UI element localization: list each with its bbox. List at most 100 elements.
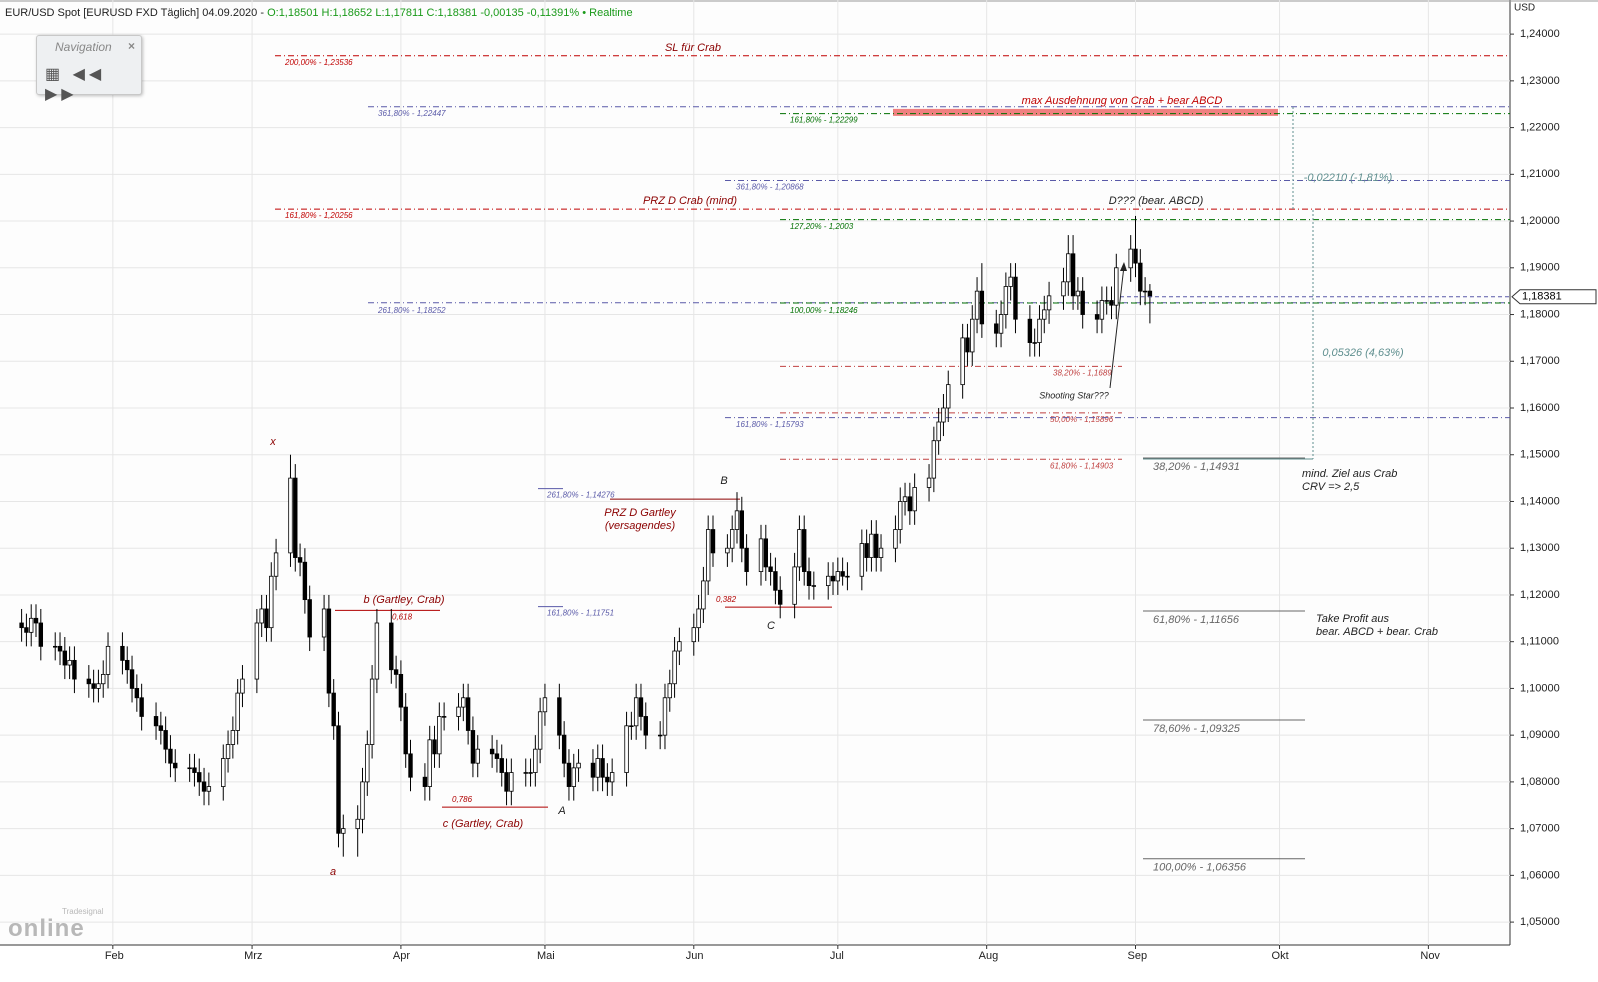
y-tick-label: 1,24000 [1520, 28, 1560, 40]
level-label: 50,00% - 1,15896 [1050, 415, 1114, 424]
arrow-head [1120, 262, 1127, 271]
annotation: x [269, 436, 276, 448]
candle-body [326, 608, 332, 694]
y-tick-label: 1,11000 [1520, 636, 1559, 648]
y-tick-label: 1,12000 [1520, 589, 1560, 601]
candle-body [129, 669, 135, 689]
level-label: 361,80% - 1,22447 [378, 109, 446, 118]
candle-body [240, 678, 245, 694]
header: EUR/USD Spot [EURUSD FXD Täglich] 04.09.… [5, 7, 633, 19]
candle-body [566, 762, 572, 787]
candle-body [24, 627, 29, 633]
candle-body [456, 706, 461, 717]
extension-band [893, 108, 1278, 116]
candle-body [1008, 276, 1013, 287]
candle-body [864, 543, 869, 558]
candle-body [537, 711, 543, 750]
candle-body [437, 716, 442, 755]
candle-body [633, 697, 639, 727]
navigation-title: Navigation [55, 40, 112, 54]
candle-body [125, 659, 130, 671]
candle-body [441, 716, 447, 718]
candle-body [609, 772, 615, 783]
level-label: 161,80% - 1,11751 [547, 609, 614, 618]
candle-body [470, 730, 476, 764]
candle-body [1128, 248, 1133, 269]
candle-body [533, 748, 538, 773]
annotation: SL für Crab [665, 42, 721, 54]
candle-body [360, 781, 365, 820]
candle-body [201, 781, 207, 792]
candle-body [158, 725, 164, 731]
candle-body [744, 547, 749, 572]
annotation: Take Profit aus [1316, 613, 1389, 625]
candle-body [965, 337, 970, 353]
candle-body [571, 767, 576, 787]
annotation: 0,05326 (4,63%) [1322, 347, 1404, 359]
candle-body [62, 650, 68, 666]
candle-body [33, 617, 39, 624]
level-label: 261,80% - 1,14276 [546, 491, 615, 500]
candle-body [259, 608, 264, 624]
header-quote: O:1,18501 H:1,18652 L:1,17811 C:1,18381 … [267, 7, 579, 19]
candle-body [105, 645, 111, 675]
y-tick-label: 1,10000 [1520, 682, 1560, 694]
annotation: A [557, 805, 565, 817]
annotation: c (Gartley, Crab) [443, 818, 524, 830]
candle-body [331, 692, 336, 727]
candle-body [187, 767, 192, 770]
candle-body [393, 669, 399, 675]
navigation-close[interactable]: × [127, 39, 135, 53]
candle-body [269, 575, 274, 629]
level-label: 127,20% - 1,2003 [790, 222, 854, 231]
candle-body [528, 772, 533, 774]
level-label: 61,80% - 1,14903 [1050, 461, 1114, 470]
candle-body [1066, 253, 1071, 283]
candle-body [475, 748, 480, 764]
candle-body [197, 772, 202, 783]
candle-body [408, 753, 413, 778]
navigation-buttons[interactable]: ▦ ◀◀ ▶▶ [45, 66, 106, 103]
candle-body [336, 725, 341, 834]
y-tick-label: 1,23000 [1520, 75, 1560, 87]
y-tick-label: 1,13000 [1520, 542, 1560, 554]
candle-body [509, 772, 514, 792]
y-tick-label: 1,08000 [1520, 776, 1560, 788]
candle-body [403, 706, 408, 755]
candle-body [422, 776, 428, 787]
x-tick-label: Apr [393, 950, 410, 962]
candle-body [1094, 314, 1100, 320]
candle-body [173, 762, 178, 769]
candle-body [638, 697, 644, 717]
candle-body [696, 608, 701, 629]
annotation: PRZ D Gartley [604, 507, 677, 519]
candle-body [504, 772, 509, 792]
level-label: 38,20% - 1,1689 [1053, 369, 1112, 378]
candle-body [235, 692, 240, 731]
candle-body [355, 818, 360, 830]
candle-body [432, 739, 437, 755]
candle-body [773, 571, 778, 591]
candle-body [1027, 318, 1033, 343]
candle-body [1075, 290, 1081, 297]
annotation: CRV => 2,5 [1302, 481, 1360, 493]
level-label: 0,618 [392, 612, 413, 621]
annotation: bear. ABCD + bear. Crab [1316, 626, 1438, 638]
y-tick-label: 1,20000 [1520, 215, 1560, 227]
candle-body [542, 697, 548, 713]
candle-body [725, 547, 730, 554]
candle-body [499, 758, 504, 773]
candle-body [1109, 300, 1114, 306]
candle-body [120, 645, 125, 661]
candle-body [691, 627, 696, 643]
level-label: 161,80% - 1,22299 [790, 116, 858, 125]
notes: SL für Crab PRZ D Crab (mind) D??? (bear. … [269, 42, 1438, 878]
band-label: max Ausdehnung von Crab + bear ABCD [1022, 95, 1223, 107]
x-tick-label: Nov [1420, 950, 1440, 962]
y-tick-label: 1,21000 [1520, 168, 1560, 180]
candle-body [1046, 295, 1052, 311]
candle-body [297, 557, 303, 563]
candle-body [139, 697, 144, 717]
candle-body [523, 772, 528, 774]
